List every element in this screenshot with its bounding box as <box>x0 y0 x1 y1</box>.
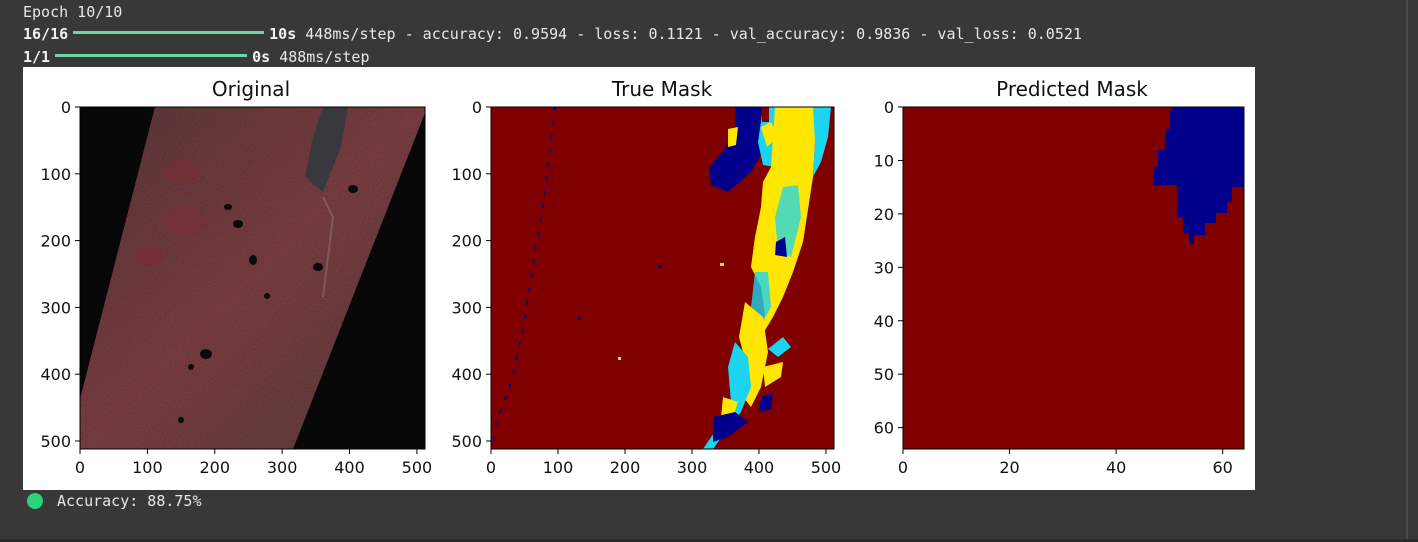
true-mask-ytick-label: 500 <box>451 432 482 451</box>
scroll-divider <box>1406 0 1408 542</box>
true-mask-ytick-label: 400 <box>451 365 482 384</box>
true-mask-xtick-label: 100 <box>543 458 574 477</box>
predict-progress-bar <box>55 54 248 57</box>
true-mask-xtick-label: 300 <box>677 458 708 477</box>
predicted-mask-ytick-label: 0 <box>884 98 894 117</box>
original-ytick-label: 500 <box>40 432 71 451</box>
true-mask-xtick-label: 400 <box>744 458 775 477</box>
original-xtick-label: 100 <box>132 458 163 477</box>
original-ytick-label: 400 <box>40 365 71 384</box>
predicted-mask-xtick-label: 60 <box>1213 458 1233 477</box>
panel-title-predicted-mask: Predicted Mask <box>996 77 1148 101</box>
true-mask-xtick-label: 500 <box>811 458 842 477</box>
original-xtick-label: 300 <box>267 458 298 477</box>
epoch-line: Epoch 10/10 <box>23 3 123 21</box>
predicted-mask-ytick-label: 60 <box>874 419 894 438</box>
train-metrics: 448ms/step - accuracy: 0.9594 - loss: 0.… <box>305 25 1082 43</box>
accuracy-result: Accuracy: 88.75% <box>27 490 202 512</box>
predicted-mask-xtick-label: 0 <box>898 458 908 477</box>
predicted-mask-ytick-label: 40 <box>874 312 894 331</box>
predict-progress-line: 1/1 0s 488ms/step <box>23 47 370 67</box>
original-xtick-label: 200 <box>199 458 230 477</box>
true-mask-xtick-label: 0 <box>486 458 496 477</box>
predicted-mask-xtick-label: 40 <box>1106 458 1126 477</box>
train-progress-line: 16/16 10s 448ms/step - accuracy: 0.9594 -… <box>23 24 1082 44</box>
true-mask-ytick-label: 0 <box>472 98 482 117</box>
accuracy-text: Accuracy: 88.75% <box>57 492 202 510</box>
original-xtick-label: 500 <box>402 458 433 477</box>
predicted-mask-ytick-label: 10 <box>874 151 894 170</box>
predicted-mask-xtick-label: 20 <box>999 458 1019 477</box>
original-ytick-label: 0 <box>61 98 71 117</box>
true-mask-ytick-label: 200 <box>451 232 482 251</box>
cell-bottom-border <box>0 539 1418 542</box>
status-dot-icon <box>27 492 43 509</box>
true-mask-ytick-label: 100 <box>451 165 482 184</box>
original-ytick-label: 300 <box>40 298 71 317</box>
original-xtick-label: 400 <box>334 458 365 477</box>
predict-metrics: 488ms/step <box>279 48 370 66</box>
original-image <box>80 107 425 449</box>
true-mask-xtick-label: 200 <box>610 458 641 477</box>
predicted-mask-ytick-label: 50 <box>874 365 894 384</box>
train-progress-bar <box>73 31 265 34</box>
true-mask-ytick-label: 300 <box>451 298 482 317</box>
predict-time: 0s <box>252 48 271 66</box>
predict-steps: 1/1 <box>23 48 51 66</box>
predicted-mask-ytick-label: 30 <box>874 258 894 277</box>
true-mask-image <box>491 107 834 449</box>
panel-title-original: Original <box>212 77 290 101</box>
train-steps: 16/16 <box>23 25 69 43</box>
train-time: 10s <box>269 25 297 43</box>
original-xtick-label: 0 <box>75 458 85 477</box>
predicted-mask-image <box>903 107 1244 449</box>
original-ytick-label: 100 <box>40 165 71 184</box>
output-figure: Original True Mask Predicted Mask <box>23 67 1255 490</box>
original-ytick-label: 200 <box>40 232 71 251</box>
predicted-mask-ytick-label: 20 <box>874 205 894 224</box>
panel-title-true-mask: True Mask <box>611 77 713 101</box>
